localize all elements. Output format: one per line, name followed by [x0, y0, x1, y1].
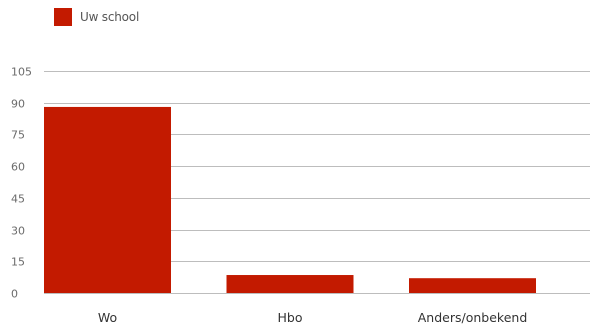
bar-hbo — [226, 275, 354, 293]
y-tick-label: 45 — [11, 193, 25, 206]
y-tick-label: 15 — [11, 256, 25, 269]
legend-swatch — [54, 8, 72, 26]
y-tick-label: 0 — [11, 288, 18, 301]
y-tick-label: 60 — [11, 161, 25, 174]
bar-wo — [44, 106, 171, 293]
legend: Uw school — [54, 7, 139, 27]
bar-anders-onbekend — [409, 278, 536, 293]
x-category-label: Anders/onbekend — [418, 310, 528, 325]
y-tick-label: 75 — [11, 129, 25, 142]
x-category-label: Wo — [98, 310, 117, 325]
legend-label: Uw school — [80, 10, 140, 24]
y-tick-label: 90 — [11, 98, 25, 111]
y-tick-label: 105 — [11, 66, 32, 79]
x-category-label: Hbo — [278, 310, 303, 325]
y-tick-label: 30 — [11, 225, 25, 238]
